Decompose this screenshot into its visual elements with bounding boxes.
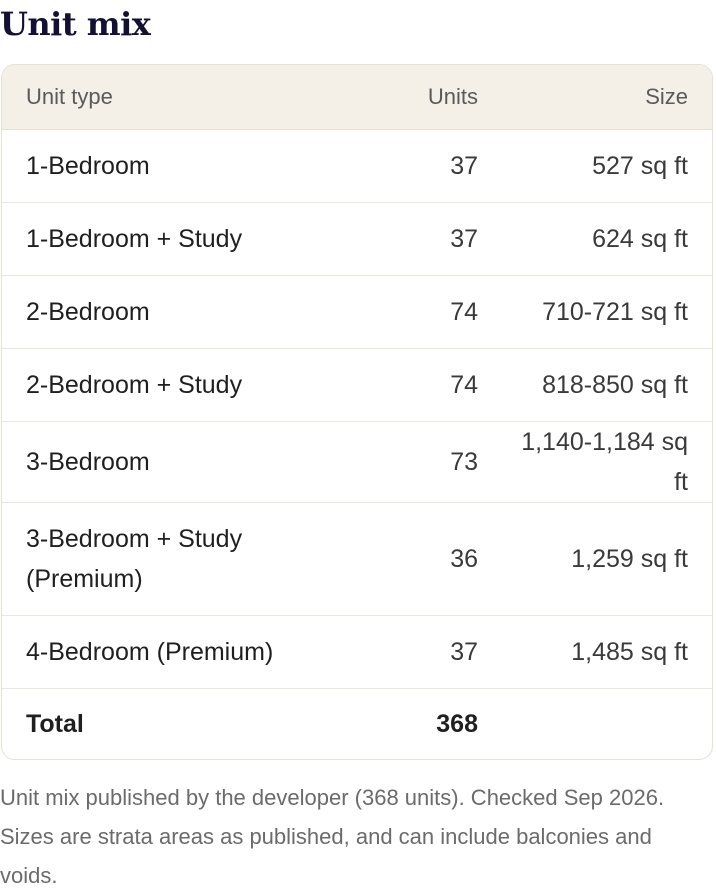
unit-type-cell: 2-Bedroom + Study	[2, 348, 380, 422]
page-title: Unit mix	[0, 5, 151, 43]
unit-type-cell: 1-Bedroom + Study	[2, 202, 380, 276]
total-units: 368	[380, 687, 478, 759]
table-row: 1-Bedroom + Study 37 624 sq ft	[2, 202, 712, 276]
total-size-empty	[478, 687, 712, 759]
size-cell: 710-721 sq ft	[478, 275, 712, 349]
size-cell: 1,485 sq ft	[478, 615, 712, 689]
table-row: 3-Bedroom + Study (Premium) 36 1,259 sq …	[2, 502, 712, 616]
header-size: Size	[478, 65, 712, 130]
table-header-row: Unit type Units Size	[2, 65, 712, 130]
size-cell: 1,259 sq ft	[478, 502, 712, 616]
table-row: 1-Bedroom 37 527 sq ft	[2, 129, 712, 203]
units-cell: 37	[380, 202, 478, 276]
unit-type-cell: 1-Bedroom	[2, 129, 380, 203]
unit-type-cell: 3-Bedroom + Study (Premium)	[2, 502, 380, 616]
units-cell: 74	[380, 275, 478, 349]
header-unit-type: Unit type	[2, 65, 380, 130]
table-row: 2-Bedroom 74 710-721 sq ft	[2, 275, 712, 349]
units-cell: 37	[380, 129, 478, 203]
total-label: Total	[2, 687, 380, 759]
units-cell: 36	[380, 502, 478, 616]
table-row: 2-Bedroom + Study 74 818-850 sq ft	[2, 348, 712, 422]
table-row: 3-Bedroom 73 1,140-1,184 sq ft	[2, 421, 712, 503]
unit-type-cell: 4-Bedroom (Premium)	[2, 615, 380, 689]
size-cell: 527 sq ft	[478, 129, 712, 203]
unit-type-cell: 3-Bedroom	[2, 421, 380, 503]
size-cell: 624 sq ft	[478, 202, 712, 276]
table-row: 4-Bedroom (Premium) 37 1,485 sq ft	[2, 615, 712, 689]
size-cell: 818-850 sq ft	[478, 348, 712, 422]
unit-type-cell: 2-Bedroom	[2, 275, 380, 349]
units-cell: 74	[380, 348, 478, 422]
unit-mix-table: Unit type Units Size 1-Bedroom 37 527 sq…	[2, 65, 712, 759]
unit-mix-table-card: Unit type Units Size 1-Bedroom 37 527 sq…	[1, 64, 713, 760]
size-cell: 1,140-1,184 sq ft	[478, 421, 712, 503]
header-units: Units	[380, 65, 478, 130]
units-cell: 73	[380, 421, 478, 503]
units-cell: 37	[380, 615, 478, 689]
total-row: Total 368	[2, 687, 712, 759]
footnote: Unit mix published by the developer (368…	[0, 785, 665, 888]
